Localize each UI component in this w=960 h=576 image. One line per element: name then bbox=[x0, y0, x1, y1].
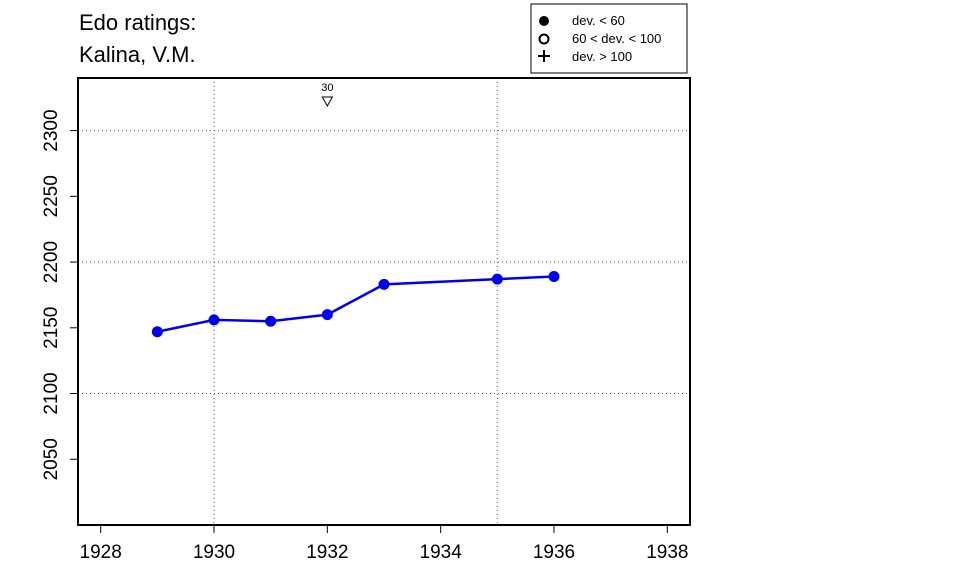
series-layer bbox=[151, 271, 560, 338]
data-point-1931 bbox=[265, 315, 277, 327]
x-tick-label-1934: 1934 bbox=[420, 542, 463, 563]
plot-frame bbox=[77, 77, 691, 526]
down-triangle-icon bbox=[321, 96, 334, 108]
y-tick-label-2100: 2100 bbox=[41, 372, 62, 414]
x-axis: 1928 1930 1932 1934 1936 1938 bbox=[80, 525, 688, 563]
x-tick-label-1938: 1938 bbox=[646, 542, 688, 563]
legend-open-label: 60 < dev. < 100 bbox=[572, 31, 661, 46]
legend-filled-circle-icon bbox=[539, 16, 549, 26]
x-tick-label-1928: 1928 bbox=[80, 542, 122, 563]
data-point-1933 bbox=[378, 278, 390, 290]
data-point-1929 bbox=[151, 326, 163, 338]
y-axis: 2050 2100 2150 2200 2250 2300 bbox=[41, 109, 78, 480]
y-tick-label-2300: 2300 bbox=[41, 109, 62, 151]
data-point-1930 bbox=[208, 314, 220, 326]
chart-title-line2: Kalina, V.M. bbox=[79, 42, 196, 67]
data-point-1935 bbox=[491, 273, 503, 285]
annotation-label: 30 bbox=[321, 82, 333, 94]
legend-plus-icon bbox=[538, 50, 550, 62]
annotation-layer: 30 bbox=[321, 82, 334, 108]
x-tick-label-1936: 1936 bbox=[533, 542, 575, 563]
x-tick-label-1932: 1932 bbox=[306, 542, 348, 563]
x-tick-label-1930: 1930 bbox=[193, 542, 235, 563]
y-tick-label-2150: 2150 bbox=[41, 307, 62, 349]
y-tick-label-2050: 2050 bbox=[41, 438, 62, 480]
legend: dev. < 60 60 < dev. < 100 dev. > 100 bbox=[530, 3, 688, 74]
legend-open-circle-icon bbox=[538, 33, 550, 45]
legend-plus-label: dev. > 100 bbox=[572, 49, 632, 64]
data-point-1932 bbox=[321, 309, 333, 321]
legend-box bbox=[530, 3, 688, 74]
grid bbox=[78, 78, 690, 525]
y-tick-label-2250: 2250 bbox=[41, 175, 62, 217]
legend-filled-label: dev. < 60 bbox=[572, 13, 625, 28]
data-point-1936 bbox=[548, 271, 560, 283]
chart-title-line1: Edo ratings: bbox=[79, 10, 197, 35]
y-tick-label-2200: 2200 bbox=[41, 241, 62, 283]
